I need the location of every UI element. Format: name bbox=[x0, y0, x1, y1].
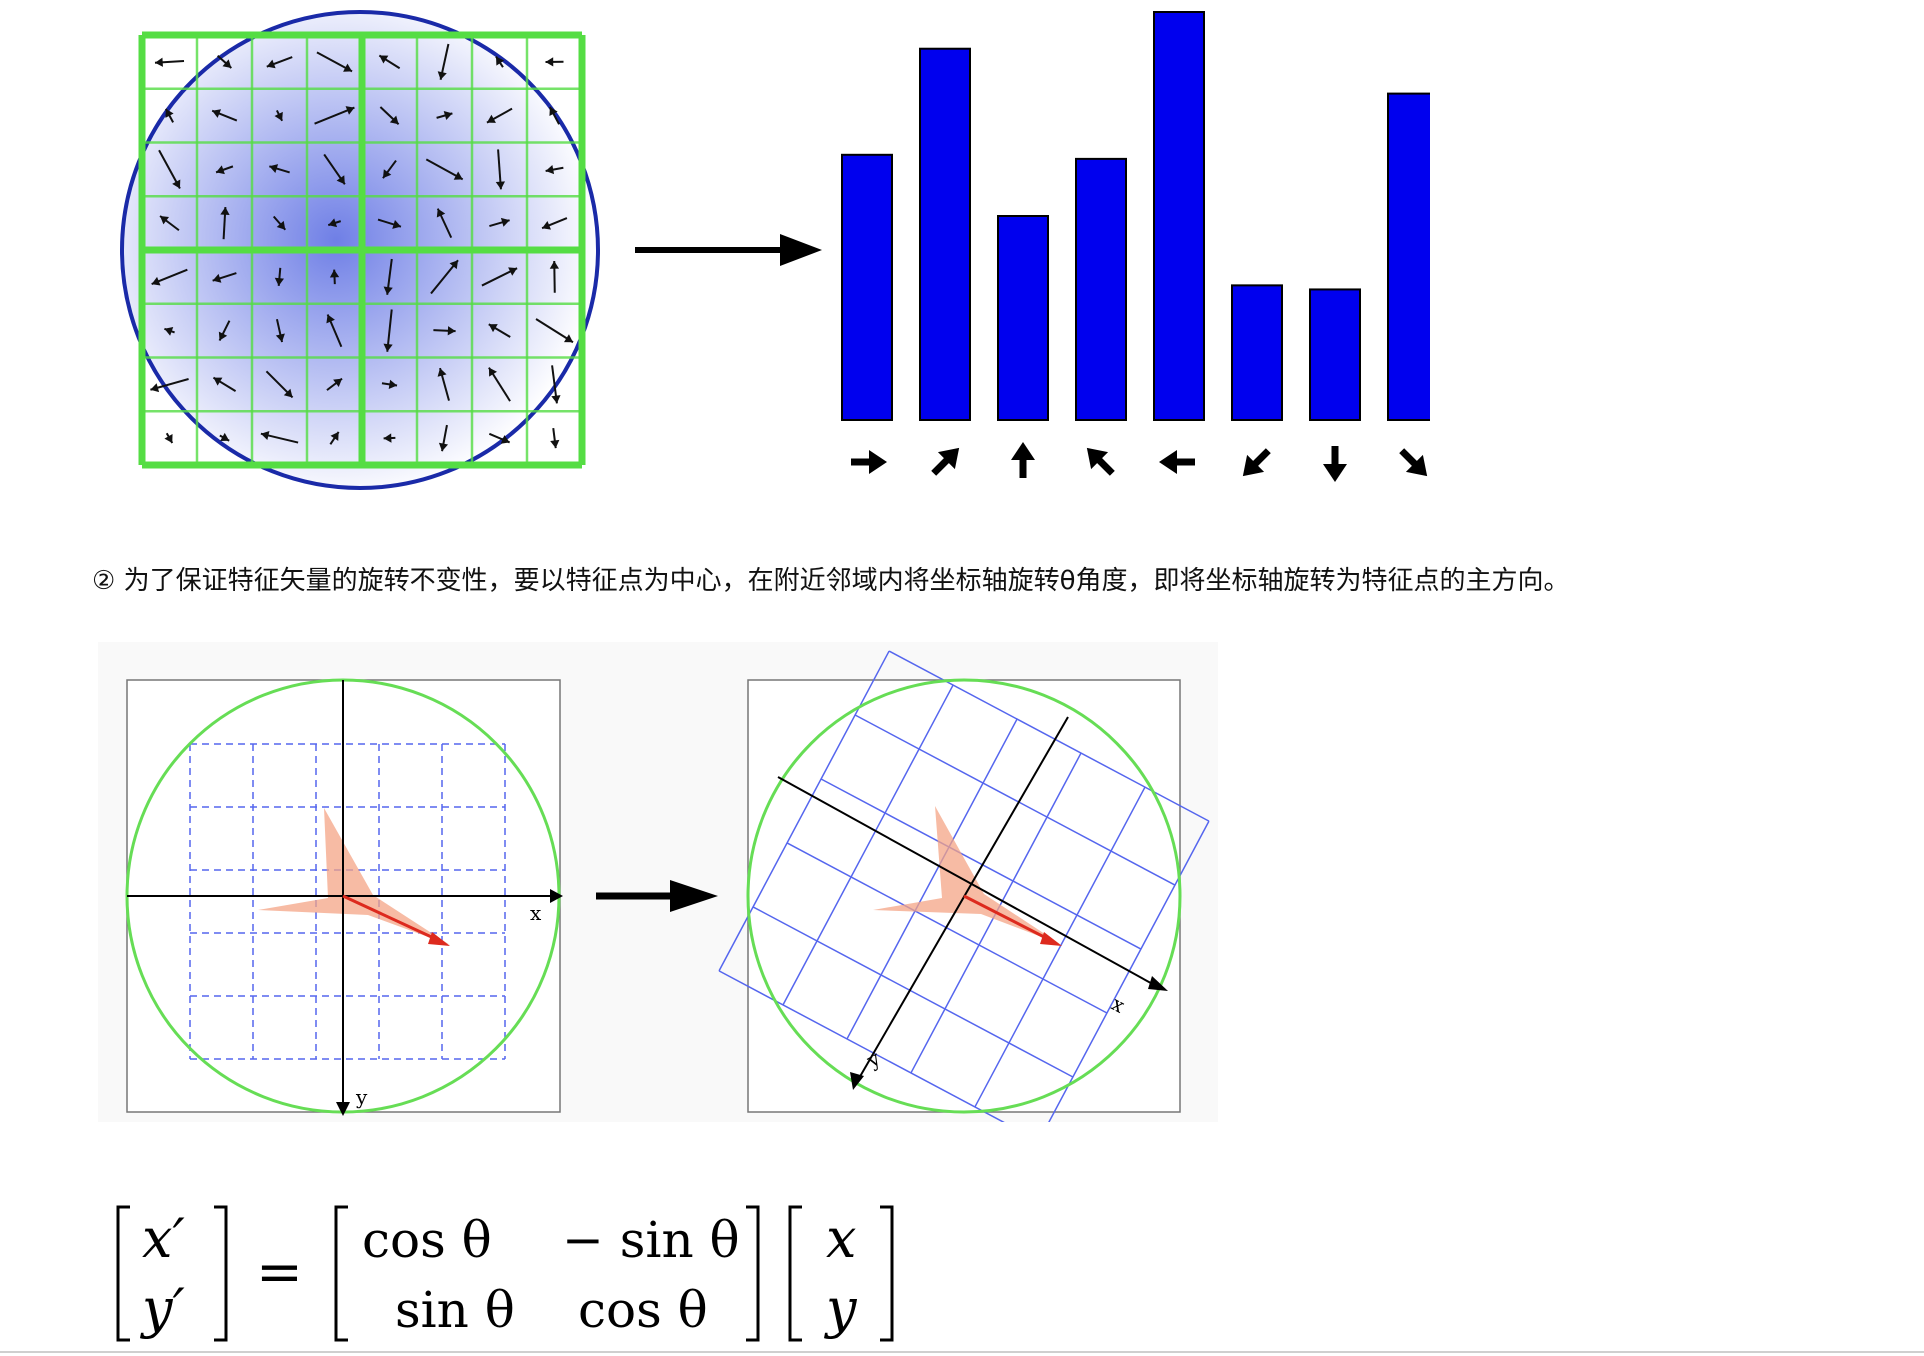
histogram-bar bbox=[1309, 288, 1361, 421]
equals-sign: = bbox=[256, 1240, 303, 1305]
arrow-right-icon bbox=[851, 450, 887, 474]
x-axis-label: x bbox=[530, 901, 542, 925]
right-arrow-icon bbox=[596, 880, 718, 912]
histogram-bar bbox=[1153, 11, 1205, 421]
matrix-cos-2: cos θ bbox=[578, 1281, 708, 1339]
sample-grid bbox=[138, 31, 586, 469]
histogram-bar bbox=[919, 47, 971, 421]
axis-rotation-figure: x y x y bbox=[98, 642, 1218, 1122]
arrow-up-right-icon bbox=[931, 447, 960, 476]
rhs-y: y bbox=[824, 1277, 858, 1340]
explanation-paragraph: ② 为了保证特征矢量的旋转不变性，要以特征点为中心，在附近邻域内将坐标轴旋转θ角… bbox=[92, 563, 1872, 599]
dominant-region bbox=[873, 806, 1060, 944]
arrow-down-left-icon bbox=[1242, 448, 1271, 477]
histogram-bar bbox=[841, 153, 893, 422]
arrow-up-icon bbox=[1011, 442, 1035, 478]
arrow-up-left-icon bbox=[1086, 447, 1115, 476]
rotation-formula: x′ y′ = cos θ − sin θ sin θ cos θ x y bbox=[116, 1205, 894, 1342]
matrix-cos-1: cos θ bbox=[362, 1211, 492, 1269]
right-arrow-icon bbox=[635, 234, 822, 266]
page-divider bbox=[0, 1351, 1924, 1353]
histogram-bar bbox=[997, 215, 1049, 421]
arrow-down-icon bbox=[1323, 446, 1347, 482]
lhs-y-prime: y′ bbox=[140, 1277, 185, 1340]
histogram-bar bbox=[1075, 157, 1127, 421]
original-axes-panel: x y bbox=[125, 678, 563, 1116]
matrix-sin: sin θ bbox=[395, 1281, 515, 1339]
gradient-arrows bbox=[150, 43, 574, 452]
y-axis-label: y bbox=[355, 1085, 368, 1109]
gradient-grid-figure bbox=[120, 10, 600, 490]
lhs-x-prime: x′ bbox=[142, 1207, 185, 1270]
paragraph-text: 为了保证特征矢量的旋转不变性，要以特征点为中心，在附近邻域内将坐标轴旋转θ角度，… bbox=[115, 566, 1570, 596]
arrow-left-icon bbox=[1159, 450, 1195, 474]
dominant-region bbox=[258, 808, 450, 945]
histogram-bar bbox=[1231, 284, 1283, 421]
histogram-bar bbox=[1387, 92, 1430, 421]
matrix-neg-sin: − sin θ bbox=[562, 1211, 740, 1269]
arrow-down-right-icon bbox=[1399, 448, 1428, 477]
rhs-x: x bbox=[826, 1207, 856, 1270]
rotated-axes-panel: x y bbox=[718, 650, 1210, 1122]
orientation-histogram bbox=[841, 11, 1430, 482]
list-marker: ② bbox=[92, 566, 116, 596]
